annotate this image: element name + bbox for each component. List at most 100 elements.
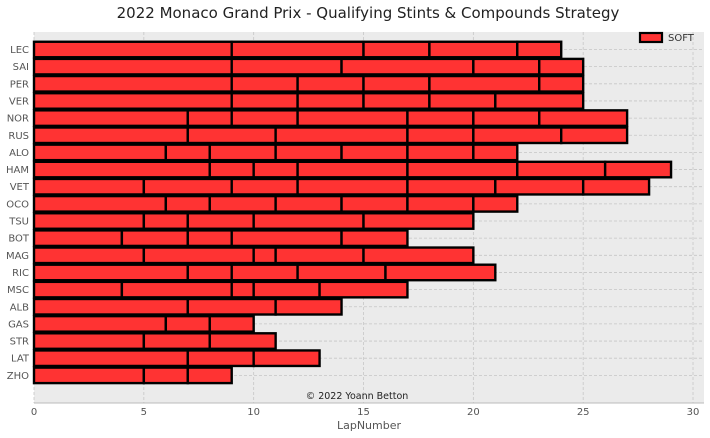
bar-segment-lat-3 [252,349,321,368]
bar-segment-gas-1 [32,314,168,333]
bar-segment-rus-3 [274,126,409,145]
bar-segment-ric-1 [32,263,189,282]
bar-segment-rus-4 [406,126,475,145]
bar-segment-mag-3 [252,246,277,265]
y-tick-label-ham: HAM [6,165,29,176]
y-tick-label-zho: ZHO [7,371,29,382]
bar-segment-mag-2 [142,246,255,265]
bar-segment-vet-7 [581,177,651,196]
bar-segment-alo-7 [472,143,519,162]
bar-segment-ham-4 [296,160,409,179]
bar-segment-sai-1 [32,57,233,76]
bar-segment-lec-4 [428,40,519,59]
credit-annotation: © 2022 Yoann Betton [306,391,409,402]
y-tick-label-oco: OCO [6,199,29,210]
bar-segment-oco-7 [472,194,519,213]
bar-segment-ver-5 [428,91,497,110]
bar-segment-msc-4 [252,280,321,299]
bar-segment-nor-4 [296,109,409,128]
bar-segment-zho-2 [142,366,189,385]
bar-segment-alo-3 [208,143,277,162]
x-tick-label: 30 [687,407,700,418]
bars [32,40,673,385]
bar-segment-oco-3 [208,194,277,213]
bar-segment-ric-3 [230,263,299,282]
bar-segment-alo-1 [32,143,168,162]
bar-segment-gas-3 [208,314,255,333]
bar-segment-vet-1 [32,177,146,196]
x-tick-label: 25 [577,407,590,418]
bar-segment-nor-1 [32,109,189,128]
bar-segment-vet-4 [296,177,409,196]
bar-segment-sai-3 [340,57,475,76]
x-axis-ticks: 0 5 10 15 20 25 30 [31,407,700,418]
bar-segment-bot-5 [340,229,409,248]
x-tick-label: 15 [357,407,370,418]
legend-label-soft: SOFT [668,33,695,44]
bar-segment-sai-2 [230,57,343,76]
bar-segment-vet-5 [406,177,497,196]
bar-segment-per-5 [428,74,541,93]
y-tick-label-mag: MAG [6,251,29,262]
bar-segment-msc-1 [32,280,124,299]
bar-segment-oco-1 [32,194,168,213]
bar-segment-mag-5 [362,246,475,265]
bar-segment-lec-3 [362,40,431,59]
bar-segment-ver-6 [494,91,585,110]
bar-segment-vet-6 [494,177,585,196]
bar-segment-alo-2 [164,143,211,162]
chart-title: 2022 Monaco Grand Prix - Qualifying Stin… [117,4,620,22]
bar-segment-oco-2 [164,194,211,213]
bar-segment-rus-2 [186,126,277,145]
bar-segment-tsu-5 [362,212,475,230]
y-tick-label-ric: RIC [12,268,29,279]
bar-segment-bot-2 [120,229,189,248]
bar-segment-ham-3 [252,160,299,179]
x-tick-label: 5 [141,407,147,418]
bar-segment-ric-5 [384,263,497,282]
bar-segment-bot-1 [32,229,124,248]
bar-segment-ham-5 [406,160,519,179]
legend: SOFT [638,31,695,44]
bar-segment-ham-6 [516,160,607,179]
bar-segment-lec-1 [32,40,233,59]
bar-segment-tsu-1 [32,212,146,230]
y-tick-label-per: PER [10,79,29,90]
y-tick-label-lat: LAT [11,354,30,365]
y-tick-label-sai: SAI [13,62,29,73]
bar-segment-alo-6 [406,143,475,162]
bar-segment-nor-5 [406,109,475,128]
bar-segment-rus-1 [32,126,189,145]
bar-segment-ham-7 [603,160,673,179]
y-tick-label-str: STR [10,337,29,348]
bar-segment-str-2 [142,332,211,350]
y-tick-label-tsu: TSU [8,217,29,228]
y-axis-ticks: LEC SAI PER VER NOR RUS ALO HAM VET OCO TSU BOT MAG R… [6,45,30,382]
legend-swatch-soft [638,31,664,44]
bar-segment-alo-4 [274,143,343,162]
bar-segment-ham-2 [208,160,255,179]
y-tick-label-lec: LEC [10,45,29,56]
bar-segment-tsu-2 [142,212,189,230]
bar-segment-ric-4 [296,263,387,282]
y-tick-label-msc: MSC [7,285,29,296]
bar-segment-oco-6 [406,194,475,213]
bar-segment-nor-6 [472,109,541,128]
bar-segment-ver-4 [362,91,431,110]
bar-segment-rus-5 [472,126,563,145]
bar-segment-alo-5 [340,143,409,162]
bar-segment-ric-2 [186,263,233,282]
bar-segment-rus-6 [560,126,629,145]
bar-segment-mag-1 [32,246,146,265]
bar-segment-per-4 [362,74,431,93]
y-tick-label-bot: BOT [8,234,30,245]
bar-segment-lec-2 [230,40,365,59]
bar-segment-bot-3 [186,229,233,248]
y-tick-label-alo: ALO [9,148,29,159]
bar-segment-str-3 [208,332,277,350]
bar-segment-str-1 [32,332,146,350]
bar-segment-alb-3 [274,297,343,316]
bar-segment-gas-2 [164,314,211,333]
y-tick-label-rus: RUS [8,131,29,142]
